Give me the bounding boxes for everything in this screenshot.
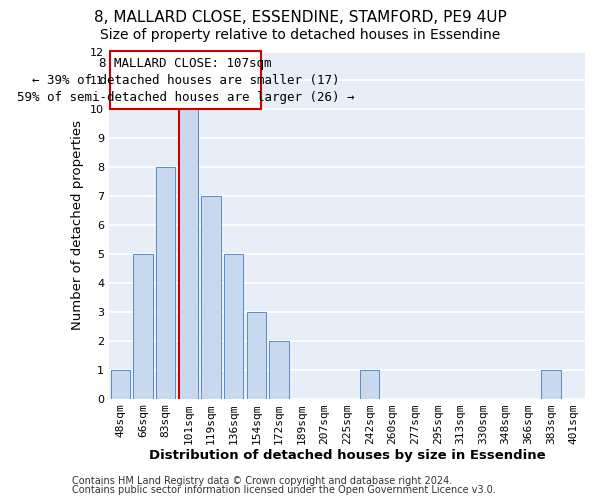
Text: 8, MALLARD CLOSE, ESSENDINE, STAMFORD, PE9 4UP: 8, MALLARD CLOSE, ESSENDINE, STAMFORD, P… [94, 10, 506, 25]
Text: Contains HM Land Registry data © Crown copyright and database right 2024.: Contains HM Land Registry data © Crown c… [72, 476, 452, 486]
Bar [269, 340, 289, 398]
Bar [110, 52, 261, 110]
Text: 8 MALLARD CLOSE: 107sqm: 8 MALLARD CLOSE: 107sqm [99, 56, 272, 70]
Y-axis label: Number of detached properties: Number of detached properties [71, 120, 85, 330]
Bar [541, 370, 560, 398]
Bar [224, 254, 244, 398]
Bar [247, 312, 266, 398]
Bar [202, 196, 221, 398]
Bar [133, 254, 152, 398]
Text: ← 39% of detached houses are smaller (17): ← 39% of detached houses are smaller (17… [32, 74, 339, 87]
Text: Size of property relative to detached houses in Essendine: Size of property relative to detached ho… [100, 28, 500, 42]
Bar [156, 167, 175, 398]
X-axis label: Distribution of detached houses by size in Essendine: Distribution of detached houses by size … [149, 450, 545, 462]
Bar [111, 370, 130, 398]
Text: Contains public sector information licensed under the Open Government Licence v3: Contains public sector information licen… [72, 485, 496, 495]
Bar [360, 370, 379, 398]
Bar [179, 110, 198, 399]
Text: 59% of semi-detached houses are larger (26) →: 59% of semi-detached houses are larger (… [17, 92, 354, 104]
